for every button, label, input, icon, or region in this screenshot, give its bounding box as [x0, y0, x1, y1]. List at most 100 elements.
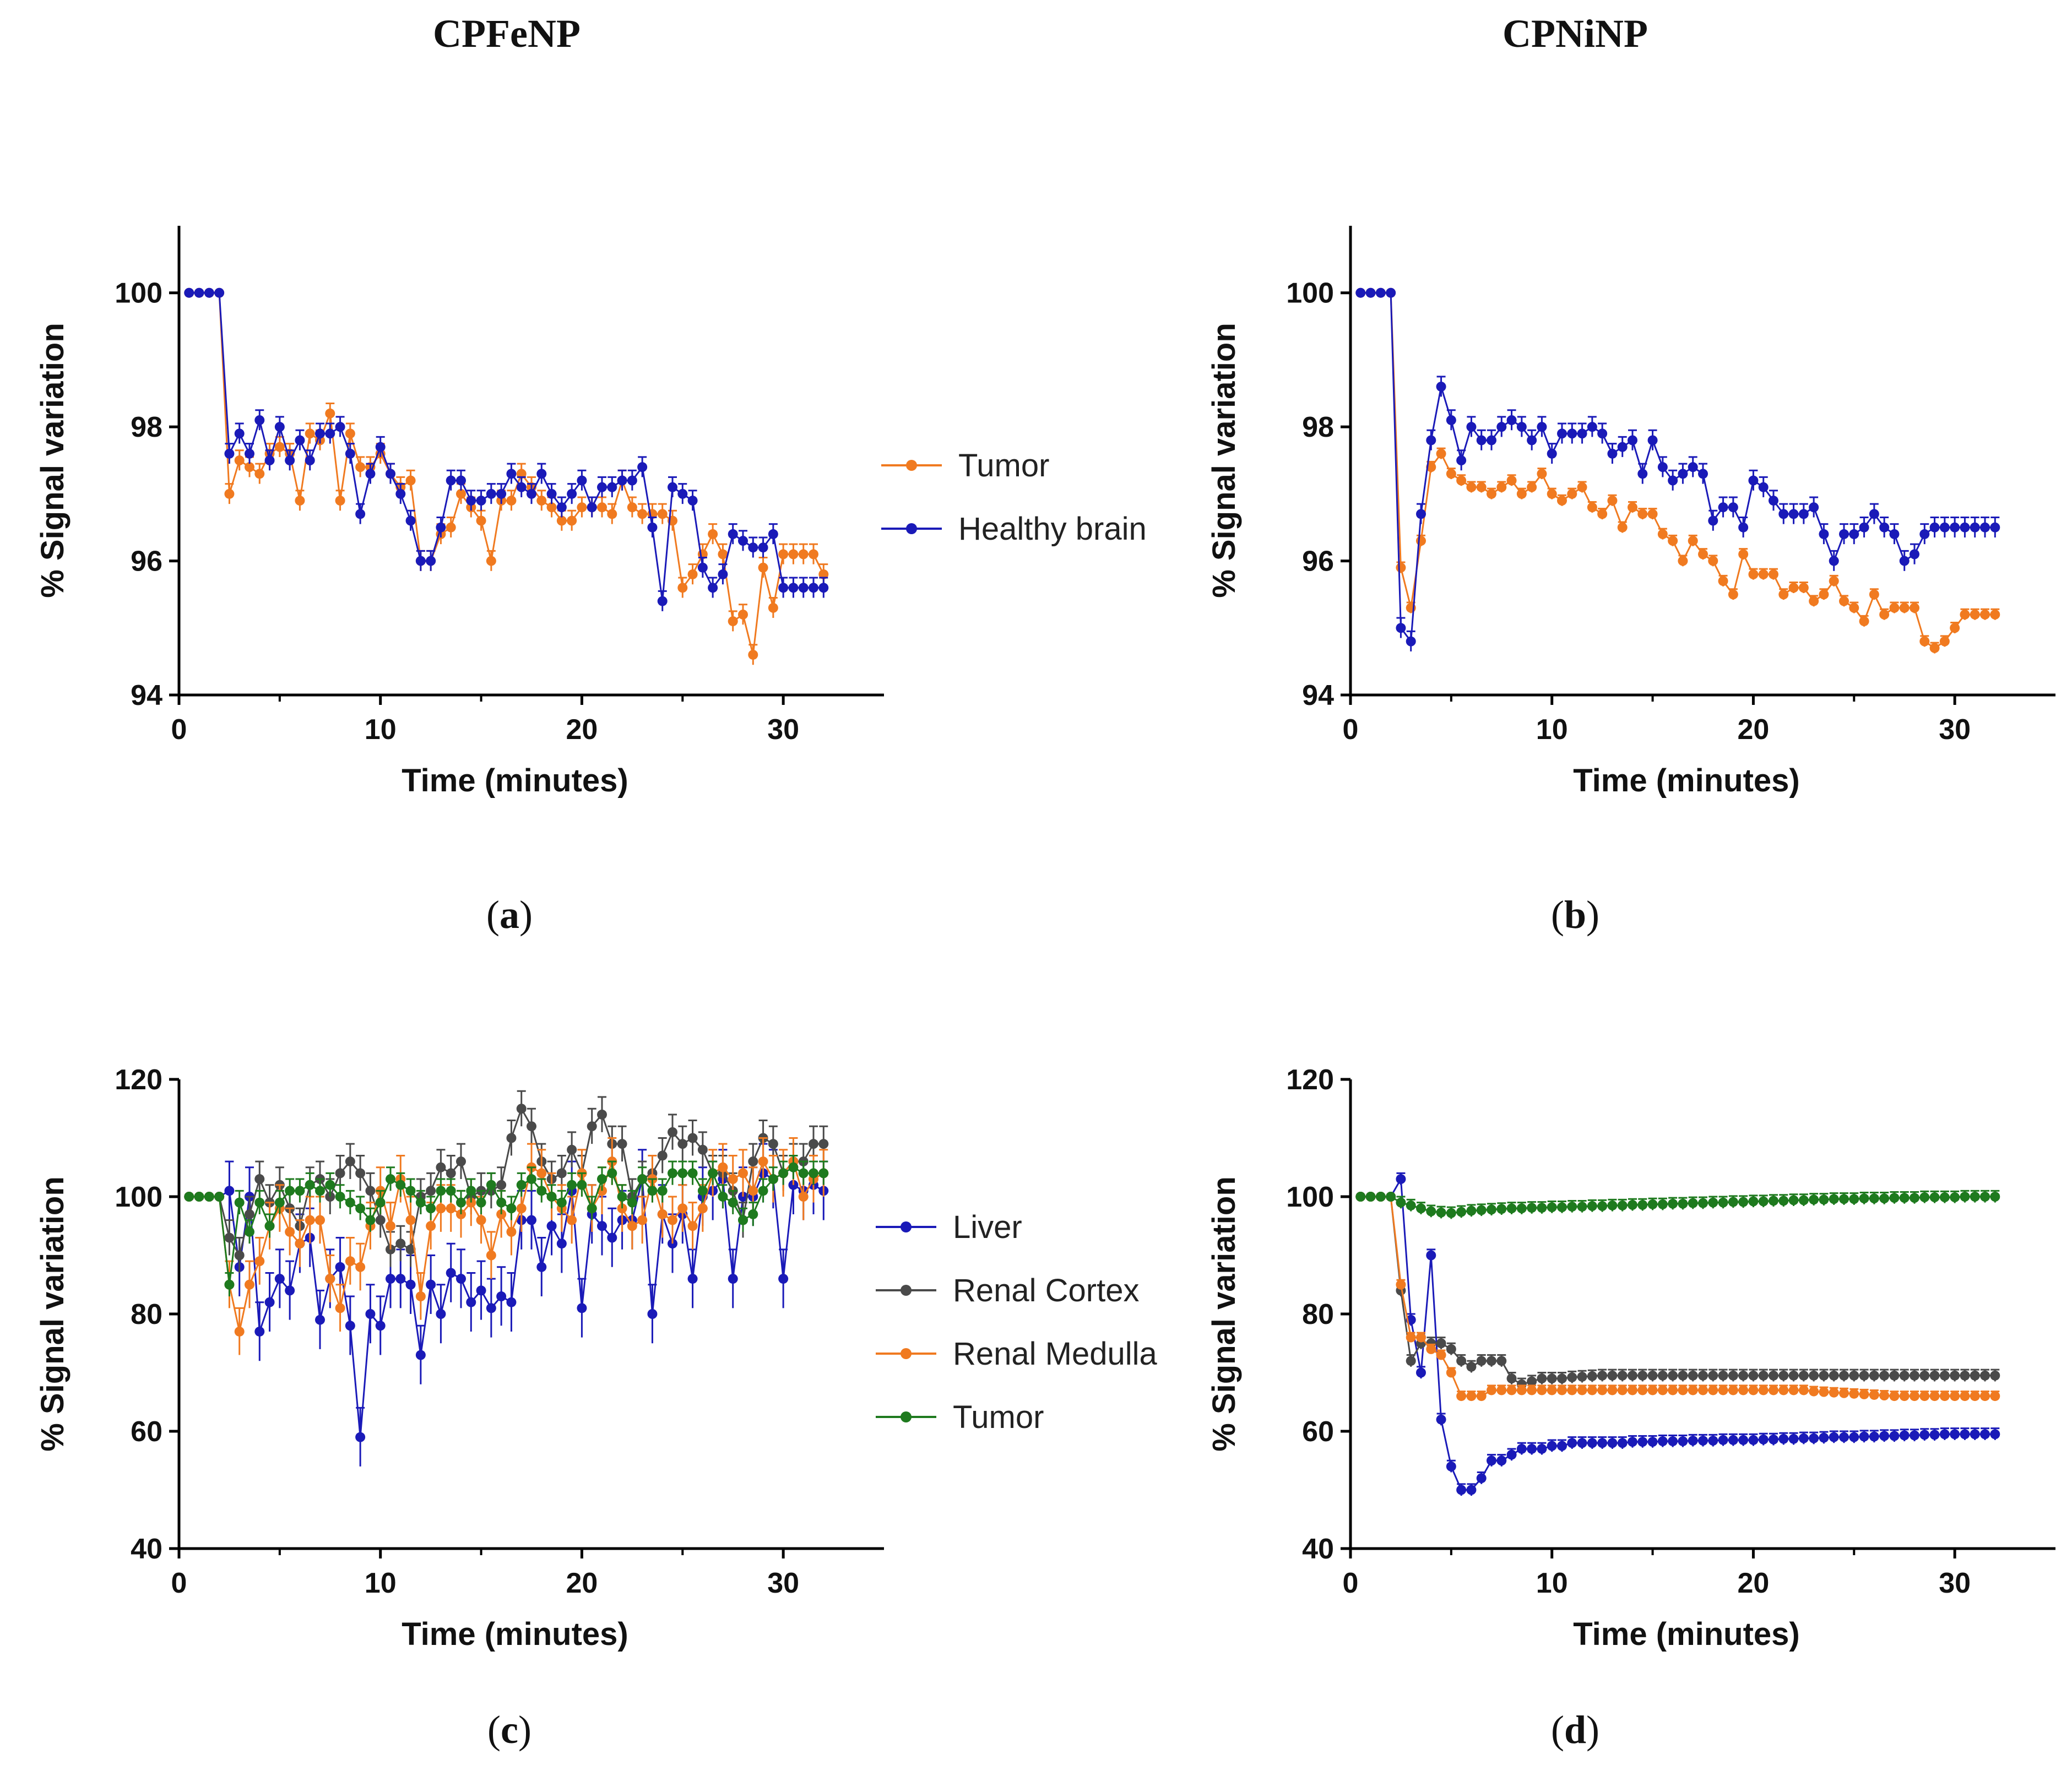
data-point [476, 1186, 486, 1196]
data-point [1516, 1203, 1527, 1214]
data-point [1718, 576, 1728, 586]
data-point [1748, 1435, 1759, 1445]
data-point [1547, 1373, 1557, 1384]
data-point [1748, 475, 1759, 486]
data-point [708, 529, 718, 539]
data-point [647, 509, 658, 519]
data-point [506, 469, 517, 479]
data-point [245, 448, 254, 459]
data-point [1688, 1436, 1698, 1446]
x-tick-label: 30 [767, 714, 799, 746]
legend-marker [906, 460, 917, 471]
data-point [687, 569, 698, 579]
data-point [415, 1197, 426, 1208]
data-point [587, 1209, 597, 1219]
data-point [184, 1192, 194, 1202]
data-point [1365, 1192, 1376, 1202]
data-point [597, 482, 607, 492]
data-point [1939, 636, 1950, 647]
data-point [1436, 382, 1446, 392]
data-point [1466, 1205, 1477, 1216]
data-point [1809, 596, 1819, 606]
data-point [405, 1186, 416, 1196]
data-point [1577, 1371, 1587, 1382]
legend-marker [906, 523, 917, 534]
data-point [1778, 589, 1789, 600]
data-point [1597, 1201, 1608, 1212]
data-point [224, 1186, 235, 1196]
data-point [285, 1226, 295, 1237]
y-axis-label: % Signal variation [1206, 323, 1242, 598]
data-point [1487, 1356, 1496, 1366]
data-point [1567, 1385, 1577, 1395]
data-point [1607, 1200, 1618, 1210]
data-point [567, 1144, 577, 1155]
caption-a: (a) [486, 893, 533, 937]
data-point [1577, 428, 1587, 439]
data-point [486, 556, 496, 566]
series-line [1360, 1176, 1995, 1491]
data-point [1899, 556, 1910, 566]
y-tick-label: 120 [1286, 1064, 1334, 1096]
data-point [395, 482, 406, 492]
data-point [1406, 636, 1416, 647]
data-point [1718, 1435, 1728, 1445]
data-point [506, 1226, 517, 1237]
data-point [1939, 1192, 1950, 1203]
x-tick-label: 0 [171, 1567, 187, 1599]
data-point [1637, 1370, 1648, 1381]
data-point [375, 1321, 386, 1331]
data-point [1748, 1370, 1759, 1381]
data-point [446, 1186, 456, 1196]
data-point [587, 502, 597, 513]
data-point [1355, 287, 1366, 298]
data-point [1365, 287, 1376, 298]
data-point [798, 1192, 809, 1202]
data-point [436, 1186, 446, 1196]
x-tick-label: 10 [1536, 714, 1568, 746]
data-point [1849, 529, 1859, 539]
data-point [335, 1168, 345, 1178]
data-point [1879, 522, 1890, 533]
data-point [1889, 529, 1900, 539]
data-point [405, 475, 416, 486]
data-point [1628, 1370, 1637, 1381]
data-point [1970, 1370, 1980, 1381]
data-point [1547, 448, 1557, 459]
data-point [466, 1197, 476, 1208]
data-point [1929, 1391, 1940, 1402]
legend-label: Liver [953, 1209, 1022, 1245]
data-point [1446, 469, 1456, 479]
data-point [386, 469, 395, 479]
data-point [1879, 609, 1890, 620]
data-point [1476, 1473, 1487, 1484]
data-point [1899, 1193, 1910, 1203]
data-point [1516, 1379, 1527, 1389]
data-point [1628, 502, 1637, 513]
data-point [1889, 1370, 1900, 1381]
series-line [1360, 1196, 1995, 1397]
x-axis-label: Time (minutes) [1573, 1616, 1799, 1652]
data-point [1637, 509, 1648, 519]
data-point [1839, 1194, 1849, 1204]
data-point [1788, 1370, 1799, 1381]
data-point [1859, 1431, 1869, 1442]
data-point [1939, 1370, 1950, 1381]
data-point [1788, 509, 1799, 519]
data-point [1496, 1455, 1507, 1466]
data-point [1688, 1385, 1698, 1395]
data-point [1416, 1338, 1426, 1349]
data-point [738, 609, 748, 620]
data-point [657, 596, 668, 606]
series-line [189, 1172, 825, 1437]
data-point [1879, 1370, 1890, 1381]
data-point [536, 496, 547, 506]
data-point [456, 475, 466, 486]
series-liver [184, 1143, 829, 1467]
data-point [1446, 1208, 1456, 1218]
data-point [1910, 1391, 1919, 1402]
data-point [1567, 488, 1577, 499]
data-point [567, 1186, 577, 1196]
data-point [1698, 469, 1708, 479]
data-point [1859, 1193, 1869, 1204]
